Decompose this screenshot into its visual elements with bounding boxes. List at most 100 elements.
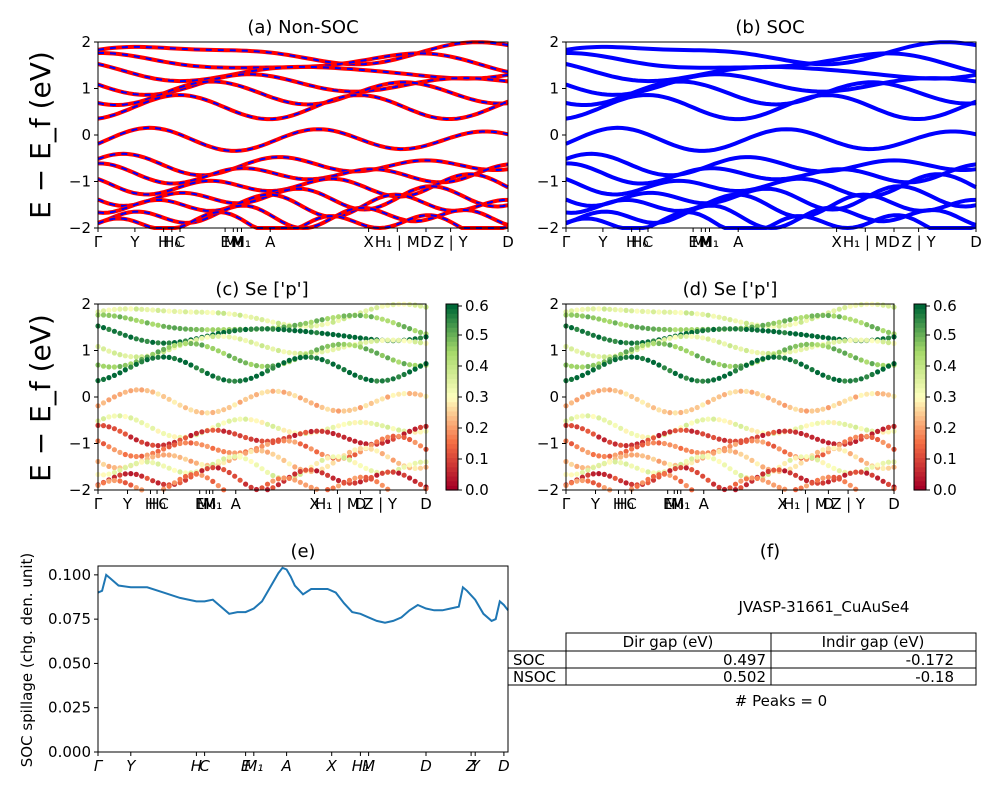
colorbar-segment [914,350,926,356]
projection-point [634,483,640,489]
projection-point [188,407,194,413]
projection-point [330,361,336,367]
projection-point [623,322,629,328]
projection-point [700,328,706,334]
projection-point [705,358,711,364]
colorbar-segment [446,383,458,389]
x-tick-label: A [699,495,710,513]
projection-point [243,481,249,487]
projection-point [574,307,580,313]
projection-point [150,478,156,484]
x-tick-label: Y [590,495,601,513]
projection-point [417,424,424,430]
projection-point [574,397,580,403]
projection-point [215,327,221,333]
projection-point [177,341,183,347]
projection-point [738,346,744,352]
x-tick-label: H₁ | M [315,495,360,513]
projection-point [325,316,331,322]
projection-point [314,318,320,324]
projection-point [368,468,374,474]
colorbar-segment [446,322,458,328]
x-tick-label: D [355,495,367,513]
projection-point [259,419,265,425]
projection-point [111,372,117,378]
projection-point [182,440,189,446]
projection-point [568,441,575,447]
projection-point [352,438,358,444]
band-line [565,151,977,178]
projection-point [847,470,853,476]
projection-point [749,438,755,444]
projection-point [639,308,646,314]
colorbar-segment [446,378,458,384]
projection-point [275,425,281,431]
projection-point [705,336,711,342]
projection-point [166,324,172,330]
projection-point [765,328,771,334]
x-tick-label: C [158,495,168,513]
projection-point [122,389,128,395]
projection-point [672,344,678,350]
projection-point [853,355,859,361]
projection-point [303,467,309,473]
projection-point [721,363,728,369]
projection-point [694,334,700,340]
projection-point [869,472,875,478]
projection-point [732,389,739,395]
projection-point [590,389,596,395]
projection-point [858,433,864,439]
projection-point [221,377,227,383]
x-tick-label: Y [597,233,608,251]
projection-point [259,326,265,332]
projection-point [803,317,810,324]
projection-point [155,354,161,360]
projection-point [650,456,657,462]
colorbar-segment [914,485,926,491]
projection-point [689,467,695,473]
projection-point [193,341,199,347]
colorbar-segment [914,443,926,449]
projection-point [204,327,210,333]
projection-point [694,450,700,456]
projection-point [253,363,260,369]
projection-point [275,347,281,354]
projection-point [374,472,380,478]
projection-point [177,476,183,482]
projection-point [700,454,706,460]
projection-point [330,475,336,481]
projection-point [869,371,875,378]
projection-point [683,348,689,354]
colorbar-segment [446,317,458,324]
projection-point [117,472,123,478]
projection-point [639,434,646,440]
projection-point [585,391,591,397]
projection-point [182,473,189,480]
projection-point [417,481,424,487]
x-tick-label: C [626,495,636,513]
projection-point [117,449,123,455]
projection-point [188,432,194,439]
projection-point [346,420,353,426]
projection-point [335,454,342,460]
projection-point [264,449,271,455]
projection-point [155,443,161,449]
x-tick-label: M [699,233,712,251]
projection-point [661,341,668,347]
projection-point [601,306,607,312]
projection-point [656,472,662,478]
projection-point [325,429,331,435]
projection-point [880,439,886,445]
projection-point [798,485,804,491]
projection-point [618,425,624,431]
x-tick-label: Y [126,757,137,775]
projection-point [330,460,336,466]
projection-point [117,330,123,336]
projection-point [754,438,760,444]
projection-point [667,442,673,448]
projection-point [193,460,199,466]
projection-point [412,426,418,432]
projection-point [232,328,238,334]
y-tick-label: −1 [537,173,559,191]
